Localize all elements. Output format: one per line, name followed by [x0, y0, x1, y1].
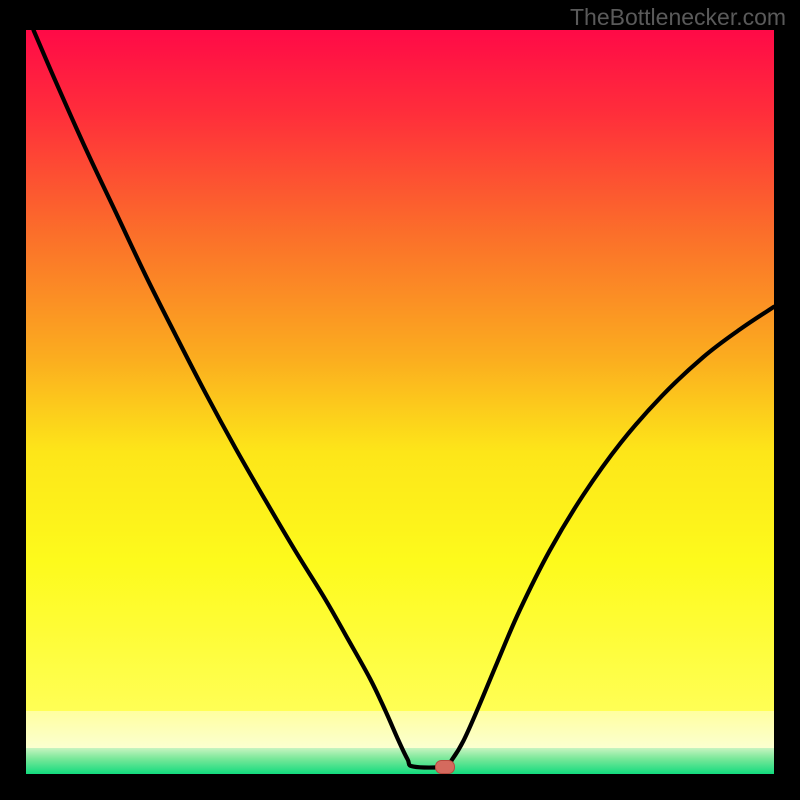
- optimum-marker: [435, 760, 455, 774]
- plot-area: [26, 30, 774, 774]
- curve-path: [33, 30, 774, 768]
- attribution-text: TheBottlenecker.com: [570, 4, 786, 31]
- bottleneck-curve: [26, 30, 774, 774]
- marker-rect: [435, 761, 454, 774]
